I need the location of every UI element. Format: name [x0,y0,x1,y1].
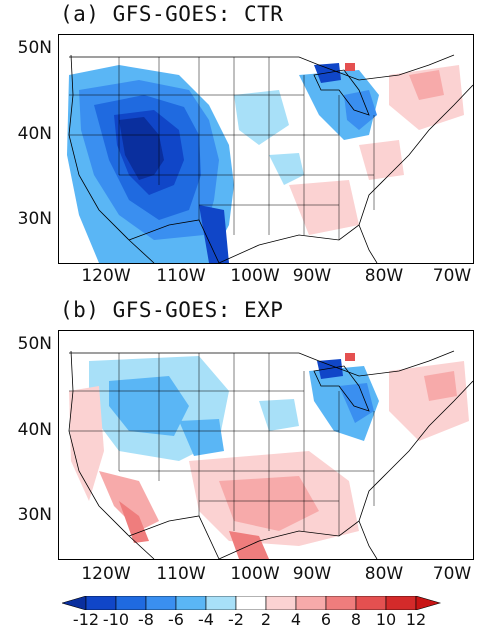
colorbar-label: -8 [138,610,154,629]
panel-a-map [58,34,474,264]
state-lines [69,353,375,536]
panel-b-lon-label: 70W [432,564,472,584]
colorbar-label: 2 [260,610,272,629]
panel-b-map [58,330,474,560]
colorbar-label: -10 [102,610,130,629]
anomaly-region [345,63,355,71]
anomaly-region [317,359,343,379]
colorbar-swatch [115,596,147,610]
panel-a-anomaly-field [67,63,464,263]
colorbar-swatch [175,596,207,610]
panel-a-lon-label: 70W [432,266,472,286]
panel-b-title: (b) GFS-GOES: EXP [60,298,284,322]
colorbar-swatch [355,596,387,610]
anomaly-region [99,471,159,531]
colorbar-swatch [205,596,237,610]
colorbar-swatch [145,596,177,610]
anomaly-region [339,383,374,423]
state-lines [69,57,375,240]
panel-b-lat-label: 40N [17,420,52,440]
panel-a-lon-label: 110W [156,266,206,286]
coastline [358,224,378,263]
colorbar-swatch [325,596,357,610]
panel-a-lon-label: 90W [292,266,332,286]
colorbar-right-tip [415,596,442,610]
coastline [218,380,473,559]
panel-b-lon-label: 100W [230,564,280,584]
border [128,515,220,559]
panel-a-svg [67,54,473,263]
anomaly-region [359,140,404,180]
colorbar-swatch [265,596,297,610]
panel-a-boundaries [68,54,473,263]
panel-b-lon-label: 110W [156,564,206,584]
anomaly-region [179,419,224,456]
panel-a-lat-label: 50N [17,38,52,58]
panel-b-lon-label: 90W [292,564,332,584]
anomaly-region [345,353,355,361]
panel-a-title: (a) GFS-GOES: CTR [60,2,284,26]
panel-b-lon-label: 80W [364,564,404,584]
great-lakes [313,69,370,116]
border [69,54,455,81]
anomaly-region [119,117,164,180]
panel-a-lon-label: 120W [81,266,131,286]
panel-a-lat-label: 40N [17,124,52,144]
colorbar-swatch [235,596,267,610]
colorbar-label: 4 [290,610,302,629]
colorbar-label: 8 [350,610,362,629]
anomaly-region [344,90,377,130]
anomaly-region [424,371,457,401]
border [128,219,220,263]
anomaly-region [199,205,229,263]
colorbar-label: -12 [72,610,100,629]
colorbar-label: -6 [168,610,184,629]
panel-b-svg [68,350,473,559]
colorbar-label: 6 [320,610,332,629]
anomaly-region [69,386,104,501]
colorbar-label: -4 [198,610,214,629]
colorbar-label: -2 [228,610,244,629]
anomaly-region [269,153,304,185]
coastline [358,520,378,559]
colorbar-swatch [295,596,327,610]
panel-a-lon-label: 80W [364,266,404,286]
anomaly-region [229,531,269,559]
colorbar-label: 12 [405,610,427,629]
anomaly-region [289,180,359,235]
anomaly-region [119,501,149,543]
colorbar-swatch [85,596,117,610]
anomaly-region [409,70,444,100]
panel-a-lat-label: 30N [17,209,52,229]
panel-a-lon-label: 100W [230,266,280,286]
border [69,350,455,377]
colorbar-swatch [385,596,417,610]
great-lakes [313,365,370,412]
panel-b-boundaries [68,350,473,559]
colorbar-label: 10 [375,610,397,629]
anomaly-region [259,399,299,431]
panel-b-lat-label: 50N [17,334,52,354]
colorbar [62,596,442,610]
colorbar-left-tip [62,596,87,610]
coastline [218,84,473,263]
panel-b-lat-label: 30N [17,505,52,525]
anomaly-region [234,90,289,145]
panel-b-lon-label: 120W [81,564,131,584]
